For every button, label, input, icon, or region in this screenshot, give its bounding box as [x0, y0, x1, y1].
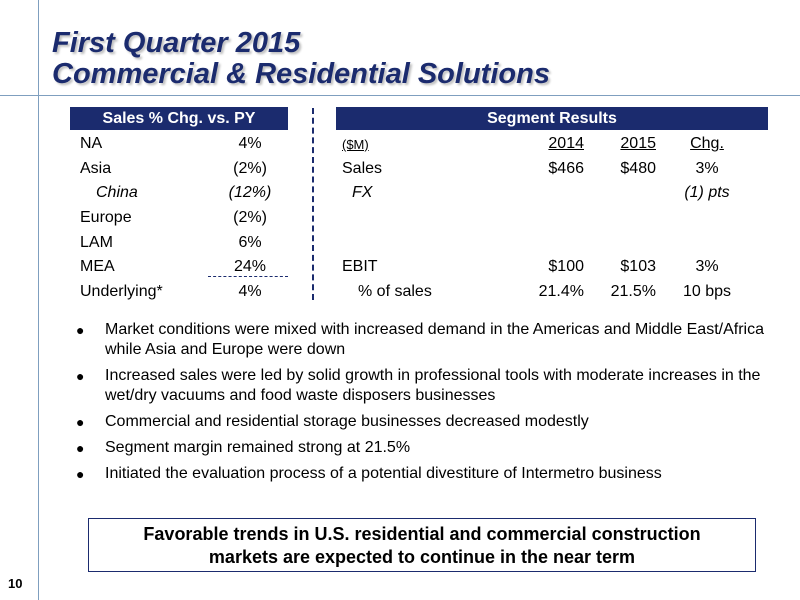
title-line-2: Commercial & Residential Solutions	[52, 58, 550, 90]
bullet-text: Initiated the evaluation process of a po…	[105, 465, 662, 482]
sales-2015: $480	[620, 160, 656, 177]
callout-line-1: Favorable trends in U.S. residential and…	[143, 524, 701, 544]
bullet-icon: ●	[76, 368, 85, 384]
bullet-item: ● Commercial and residential storage busi…	[76, 412, 788, 432]
table-divider	[312, 108, 314, 300]
bullet-icon: ●	[76, 466, 85, 482]
segment-results-header: Segment Results	[336, 107, 768, 130]
sales-row-label: China	[96, 184, 138, 201]
bullet-item: ● Segment margin remained strong at 21.5%	[76, 438, 788, 458]
page-number: 10	[8, 576, 23, 591]
pct-sales-2014: 21.4%	[538, 283, 584, 300]
segment-unit-label: ($M)	[342, 137, 369, 152]
sales-table-header: Sales % Chg. vs. PY	[70, 107, 288, 130]
col-chg-header: Chg.	[690, 135, 724, 152]
sales-row-label: MEA	[80, 258, 115, 275]
bullet-text: Market conditions were mixed with increa…	[105, 321, 764, 358]
title-line-1: First Quarter 2015	[52, 27, 301, 59]
ebit-2014: $100	[548, 258, 584, 275]
bullet-icon: ●	[76, 322, 85, 338]
sales-row-label: Asia	[80, 160, 112, 177]
sales-row-label: LAM	[80, 234, 113, 251]
bullet-text: Segment margin remained strong at 21.5%	[105, 439, 411, 456]
sales-row-label: Underlying*	[80, 283, 163, 300]
bullet-item: ● Initiated the evaluation process of a p…	[76, 464, 788, 484]
left-guide-line	[38, 0, 39, 600]
bullet-icon: ●	[76, 440, 85, 456]
sales-row-value: (2%)	[233, 160, 267, 177]
sales-row-value: 6%	[238, 234, 262, 251]
sales-label: Sales	[342, 160, 383, 177]
title-guide-line	[0, 95, 800, 96]
ebit-chg: 3%	[695, 258, 719, 275]
bullet-text: Commercial and residential storage busin…	[105, 413, 589, 430]
sales-row-value: 4%	[238, 135, 262, 152]
sales-row-label: Europe	[80, 209, 132, 226]
pct-sales-chg: 10 bps	[682, 283, 732, 300]
sales-row-value: (12%)	[228, 184, 272, 201]
ebit-label: EBIT	[342, 258, 378, 275]
sales-row-value: (2%)	[233, 209, 267, 226]
sales-2014: $466	[548, 160, 584, 177]
sales-row-value: 24%	[233, 258, 267, 275]
col-2014-header: 2014	[548, 135, 584, 152]
ebit-2015: $103	[620, 258, 656, 275]
pct-sales-2015: 21.5%	[610, 283, 656, 300]
sales-row-label: NA	[80, 135, 103, 152]
col-2015-header: 2015	[620, 135, 656, 152]
callout-line-2: markets are expected to continue in the …	[208, 547, 636, 567]
sales-row-value: 4%	[238, 283, 262, 300]
pct-sales-label: % of sales	[358, 283, 432, 300]
subtotal-dashed-line	[208, 276, 288, 277]
page-title: First Quarter 2015 Commercial & Resident…	[52, 28, 550, 90]
bullet-icon: ●	[76, 414, 85, 430]
sales-chg: 3%	[695, 160, 719, 177]
fx-chg: (1) pts	[684, 184, 730, 201]
bullet-text: Increased sales were led by solid growth…	[105, 367, 761, 404]
bullet-list: ● Market conditions were mixed with incre…	[76, 320, 788, 490]
callout-box: Favorable trends in U.S. residential and…	[88, 518, 756, 572]
bullet-item: ● Increased sales were led by solid growt…	[76, 366, 788, 406]
bullet-item: ● Market conditions were mixed with incre…	[76, 320, 788, 360]
fx-label: FX	[352, 184, 373, 201]
